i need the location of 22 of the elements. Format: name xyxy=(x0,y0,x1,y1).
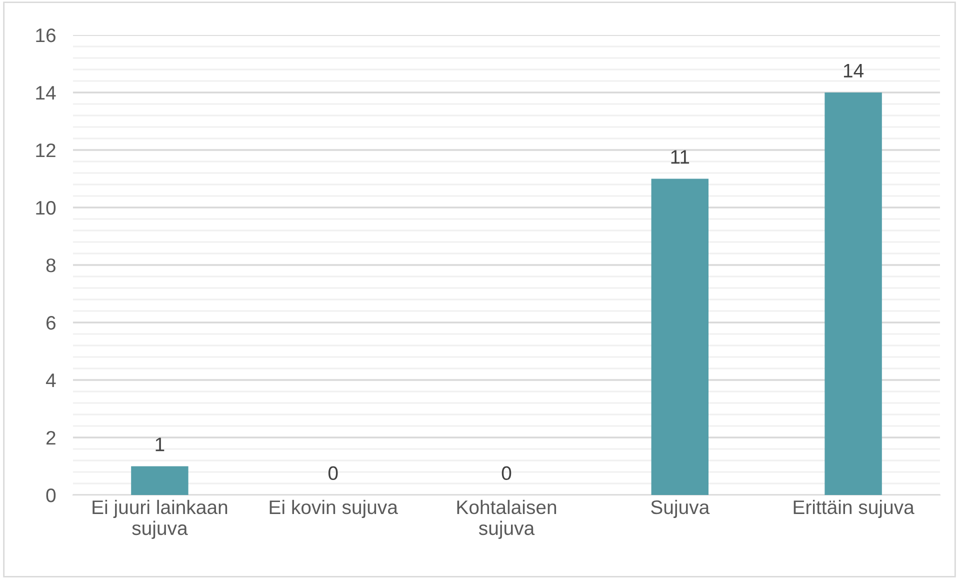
data-label: 0 xyxy=(328,466,338,480)
y-tick-label: 2 xyxy=(46,430,56,445)
y-tick-label: 14 xyxy=(36,86,56,100)
data-label: 0 xyxy=(502,466,512,480)
x-tick-label: Sujuva xyxy=(651,500,710,518)
y-tick-label: 8 xyxy=(46,258,56,272)
y-tick-label: 4 xyxy=(46,374,56,388)
bar xyxy=(824,92,882,495)
y-tick-label: 6 xyxy=(46,316,56,330)
bar xyxy=(651,178,709,495)
y-tick-label: 12 xyxy=(36,143,56,158)
data-label: 14 xyxy=(844,64,864,78)
x-tick-label: Ei kovin sujuva xyxy=(270,500,398,518)
y-tick-label: 16 xyxy=(36,28,56,42)
y-tick-label: 10 xyxy=(36,200,56,215)
y-tick-label: 0 xyxy=(46,488,56,502)
x-tick-label: Ei juuri lainkaan sujuva xyxy=(92,500,228,539)
bar xyxy=(131,466,188,495)
x-tick-label: Erittäin sujuva xyxy=(794,500,914,518)
data-label: 11 xyxy=(671,150,690,164)
data-label: 1 xyxy=(156,438,164,452)
x-tick-label: Kohtalaisen sujuva xyxy=(457,500,556,539)
